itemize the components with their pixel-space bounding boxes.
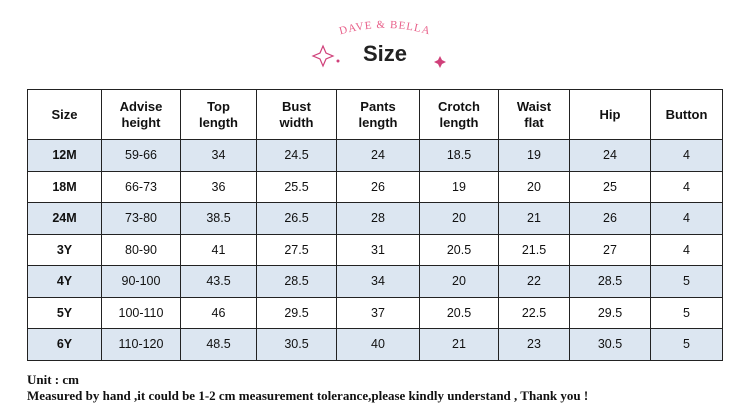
table-cell: 90-100: [101, 265, 181, 298]
table-cell: 31: [336, 233, 420, 266]
table-cell: 24: [569, 139, 651, 172]
table-cell: 48.5: [180, 328, 257, 361]
table-cell: 26: [569, 202, 651, 235]
table-cell: 37: [336, 296, 420, 329]
column-header: Waist flat: [498, 89, 570, 140]
table-cell: 22.5: [498, 296, 570, 329]
table-cell: 4: [650, 202, 723, 235]
table-cell: 38.5: [180, 202, 257, 235]
table-cell: 20: [419, 265, 499, 298]
table-cell: 46: [180, 296, 257, 329]
table-row: 3Y 80-90 41 27.5 31 20.5 21.5 27 4: [27, 233, 723, 266]
table-cell: 5: [650, 328, 723, 361]
table-cell: 110-120: [101, 328, 181, 361]
table-row: 24M 73-80 38.5 26.5 28 20 21 26 4: [27, 202, 723, 235]
table-cell: 24.5: [256, 139, 337, 172]
size-cell: 5Y: [27, 296, 102, 329]
column-header: Size: [27, 89, 102, 140]
header-row: Size Advise height Top length Bust width Pan…: [27, 89, 723, 140]
size-cell: 3Y: [27, 233, 102, 266]
table-cell: 34: [180, 139, 257, 172]
table-cell: 27: [569, 233, 651, 266]
table-cell: 41: [180, 233, 257, 266]
table-cell: 4: [650, 170, 723, 203]
table-cell: 21.5: [498, 233, 570, 266]
column-header: Crotch length: [419, 89, 499, 140]
table-cell: 26.5: [256, 202, 337, 235]
table-cell: 19: [419, 170, 499, 203]
size-table: Size Advise height Top length Bust width Pan…: [27, 89, 723, 361]
table-cell: 29.5: [569, 296, 651, 329]
sparkle: [434, 56, 446, 68]
table-cell: 59-66: [101, 139, 181, 172]
column-header: Button: [650, 89, 723, 140]
table-cell: 80-90: [101, 233, 181, 266]
table-cell: 4: [650, 139, 723, 172]
table-cell: 20.5: [419, 296, 499, 329]
table-cell: 66-73: [101, 170, 181, 203]
table-cell: 4: [650, 233, 723, 266]
table-cell: 18.5: [419, 139, 499, 172]
sparkle: [311, 44, 335, 68]
table-cell: 25.5: [256, 170, 337, 203]
brand: DAVE & BELLA: [338, 19, 432, 38]
table-cell: 28.5: [569, 265, 651, 298]
table-cell: 43.5: [180, 265, 257, 298]
table-cell: 5: [650, 265, 723, 298]
column-header: Hip: [569, 89, 651, 140]
table-row: 12M 59-66 34 24.5 24 18.5 19 24 4: [27, 139, 723, 172]
column-header: Top length: [180, 89, 257, 140]
table-cell: 24: [336, 139, 420, 172]
header: DAVE & BELLA Size: [311, 19, 446, 68]
table-cell: 29.5: [256, 296, 337, 329]
size-cell: 24M: [27, 202, 102, 235]
table-row: 5Y 100-110 46 29.5 37 20.5 22.5 29.5 5: [27, 296, 723, 329]
table-cell: 20: [498, 170, 570, 203]
table-cell: 26: [336, 170, 420, 203]
size-cell: 12M: [27, 139, 102, 172]
column-header: Bust width: [256, 89, 337, 140]
table-row: 6Y 110-120 48.5 30.5 40 21 23 30.5 5: [27, 328, 723, 361]
table-cell: 22: [498, 265, 570, 298]
column-header: Pants length: [336, 89, 420, 140]
table-cell: 40: [336, 328, 420, 361]
tolerance-note: Measured by hand ,it could be 1-2 cm mea…: [27, 388, 589, 403]
table-cell: 19: [498, 139, 570, 172]
table-cell: 23: [498, 328, 570, 361]
brand-text: DAVE & BELLA: [338, 19, 431, 38]
table-row: 4Y 90-100 43.5 28.5 34 20 22 28.5 5: [27, 265, 723, 298]
size-cell: 6Y: [27, 328, 102, 361]
table-cell: 5: [650, 296, 723, 329]
unit-note: Unit : cm: [27, 372, 79, 387]
table-cell: 73-80: [101, 202, 181, 235]
table-cell: 100-110: [101, 296, 181, 329]
table-cell: 34: [336, 265, 420, 298]
table-cell: 27.5: [256, 233, 337, 266]
size-cell: 4Y: [27, 265, 102, 298]
table-cell: 20: [419, 202, 499, 235]
table-cell: 30.5: [569, 328, 651, 361]
column-header: Advise height: [101, 89, 181, 140]
table-cell: 21: [419, 328, 499, 361]
table-cell: 25: [569, 170, 651, 203]
size-cell: 18M: [27, 170, 102, 203]
table-cell: 20.5: [419, 233, 499, 266]
table-cell: 28.5: [256, 265, 337, 298]
title: Size: [363, 41, 407, 66]
table-row: 18M 66-73 36 25.5 26 19 20 25 4: [27, 170, 723, 203]
table-cell: 28: [336, 202, 420, 235]
table-cell: 36: [180, 170, 257, 203]
table-cell: 21: [498, 202, 570, 235]
sparkle-dot: [336, 59, 340, 63]
table-cell: 30.5: [256, 328, 337, 361]
